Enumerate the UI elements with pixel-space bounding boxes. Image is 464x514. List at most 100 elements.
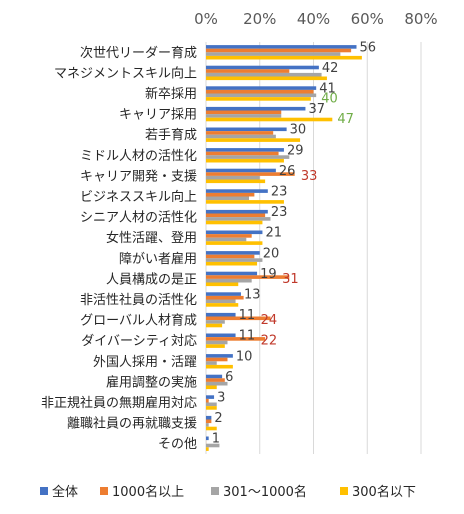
bar-segment: [206, 158, 284, 163]
bar-segment: [206, 209, 268, 214]
bar-segment: [206, 230, 263, 235]
bar-segment: [206, 282, 239, 287]
data-label: 19: [260, 267, 277, 282]
bar-segment: [206, 93, 317, 98]
legend-label: 1000名以上: [112, 484, 184, 500]
bar-segment: [206, 127, 287, 132]
category-label: 雇用調整の実施: [106, 374, 197, 390]
data-label: 23: [271, 205, 288, 220]
highlight-label: 47: [337, 112, 354, 127]
bar-segment: [206, 258, 263, 262]
bar-segment: [206, 423, 209, 427]
category-label: 非正規社員の無期雇用対応: [41, 395, 197, 411]
bar-segment: [206, 89, 314, 94]
bar-segment: [206, 295, 244, 300]
bar-segment: [206, 398, 209, 403]
bar-segment: [206, 151, 279, 156]
bar-segment: [206, 385, 217, 390]
data-label: 56: [360, 40, 377, 55]
x-tick-label: 0%: [194, 10, 218, 28]
category-label: ミドル人材の活性化: [80, 149, 197, 164]
bar-segment: [206, 148, 284, 152]
bar-segment: [206, 48, 352, 53]
data-label: 1: [212, 432, 220, 447]
bar-segment: [206, 45, 357, 49]
category-label: その他: [158, 437, 197, 452]
data-label: 29: [287, 143, 304, 158]
bar-segment: [206, 436, 209, 441]
highlight-label: 40: [321, 92, 338, 107]
bar-segment: [206, 333, 236, 338]
data-label: 6: [225, 370, 233, 385]
legend: 全体 1000名以上 301〜1000名 300名以下: [40, 484, 416, 500]
data-label: 23: [271, 185, 288, 200]
category-label: 非活性社員の活性化: [80, 292, 197, 308]
highlight-label: 24: [261, 313, 278, 328]
bar-segment: [206, 402, 217, 407]
bar-segment: [206, 292, 241, 296]
bar-segment: [206, 196, 249, 201]
bar-segment: [206, 220, 263, 225]
bar-segment: [206, 155, 290, 159]
bar-segment: [206, 357, 228, 362]
bars: [206, 45, 362, 451]
bar-segment: [206, 200, 284, 204]
data-label: 37: [308, 102, 325, 117]
bar-segment: [206, 55, 362, 60]
bar-segment: [206, 192, 255, 197]
bar-segment: [206, 217, 271, 221]
legend-swatch: [340, 487, 348, 495]
data-label: 20: [263, 246, 280, 261]
x-tick-label: 20%: [243, 10, 276, 28]
category-label: 新卒採用: [145, 86, 197, 102]
x-tick-label: 40%: [297, 10, 330, 28]
bar-segment: [206, 138, 301, 142]
category-label: ビジネススキル向上: [80, 189, 197, 205]
bar-segment: [206, 134, 276, 139]
category-label: キャリア採用: [119, 108, 197, 123]
bar-segment: [206, 86, 317, 90]
bar-segment: [206, 443, 220, 448]
bar-segment: [206, 316, 271, 321]
bar-segment: [206, 213, 266, 218]
bar-segment: [206, 381, 228, 386]
bar-segment: [206, 426, 217, 431]
category-labels: 次世代リーダー育成マネジメントスキル向上新卒採用キャリア採用若手育成ミドル人材の…: [41, 45, 197, 452]
data-label: 13: [244, 288, 261, 303]
bar-segment: [206, 303, 239, 307]
legend-label: 300名以下: [352, 484, 416, 500]
data-label: 11: [239, 308, 256, 323]
bar-segment: [206, 419, 212, 424]
category-label: 障がい者雇用: [119, 251, 197, 267]
legend-label: 全体: [52, 484, 78, 500]
data-label: 10: [236, 349, 253, 364]
bar-segment: [206, 76, 327, 81]
data-label: 26: [279, 164, 296, 179]
bar-segment: [206, 69, 290, 73]
category-label: 若手育成: [145, 127, 197, 143]
data-label: 11: [239, 329, 256, 344]
bar-segment: [206, 323, 223, 328]
bar-segment: [206, 406, 217, 410]
data-label: 21: [265, 226, 282, 241]
category-label: シニア人材の活性化: [80, 211, 197, 226]
bar-segment: [206, 340, 228, 345]
legend-swatch: [40, 487, 48, 495]
bar-segment: [206, 114, 282, 118]
bar-segment: [206, 278, 252, 283]
data-label: 3: [217, 391, 225, 406]
bar-segment: [206, 254, 255, 259]
category-label: ダイバーシティ対応: [81, 334, 197, 349]
data-label: 41: [319, 82, 336, 97]
bar-segment: [206, 110, 282, 115]
bar-segment: [206, 312, 236, 317]
x-tick-label: 80%: [404, 10, 437, 28]
bar-segment: [206, 447, 209, 451]
category-label: 女性活躍、登用: [106, 230, 197, 246]
bar-segment: [206, 131, 274, 135]
bar-segment: [206, 320, 225, 324]
bar-segment: [206, 364, 233, 369]
bar-segment: [206, 299, 236, 304]
x-tick-label: 60%: [351, 10, 384, 28]
bar-segment: [206, 172, 295, 176]
